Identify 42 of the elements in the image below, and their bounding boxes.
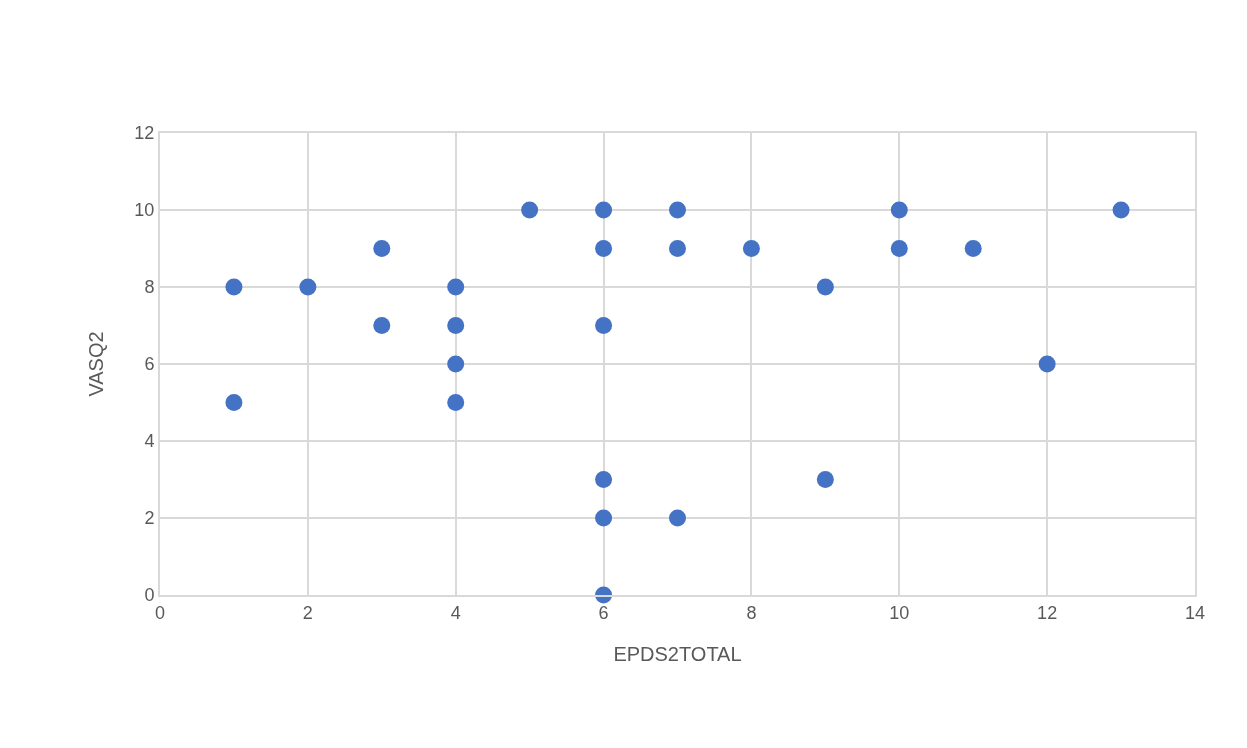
point (447, 355, 465, 373)
y-tick-label: 0 (144, 585, 155, 606)
x-axis-title: EPDS2TOTAL (613, 642, 742, 665)
point (669, 509, 686, 527)
point (1038, 355, 1056, 373)
x-tick-label: 12 (1037, 602, 1058, 623)
point (816, 471, 834, 488)
y-axis-title: VASQ2 (85, 331, 108, 397)
point (816, 278, 834, 296)
point (890, 240, 908, 257)
y-tick-label: 12 (134, 123, 155, 144)
point (595, 240, 613, 257)
point (225, 278, 243, 296)
point (447, 394, 465, 411)
point (595, 509, 613, 527)
point (373, 240, 391, 257)
point (1112, 201, 1130, 219)
y-tick-label: 8 (144, 277, 155, 298)
x-tick-label: 8 (746, 602, 757, 623)
x-tick-label: 2 (302, 602, 313, 623)
point (595, 471, 613, 488)
point (669, 201, 686, 219)
point (373, 317, 391, 334)
point (890, 201, 908, 219)
x-tick-label: 10 (889, 602, 910, 623)
point (669, 240, 686, 257)
y-tick-label: 4 (144, 431, 155, 452)
point (521, 201, 539, 219)
y-tick-label: 6 (144, 354, 155, 375)
x-tick-label: 4 (450, 602, 461, 623)
point (964, 240, 982, 257)
point (447, 278, 465, 296)
point (595, 201, 613, 219)
point (299, 278, 317, 296)
point (225, 394, 243, 411)
x-tick-label: 6 (598, 602, 609, 623)
point (447, 317, 465, 334)
y-tick-label: 2 (144, 508, 155, 529)
x-tick-label: 14 (1184, 602, 1206, 623)
point (742, 240, 760, 257)
point (595, 317, 613, 334)
y-tick-label: 10 (134, 200, 155, 221)
